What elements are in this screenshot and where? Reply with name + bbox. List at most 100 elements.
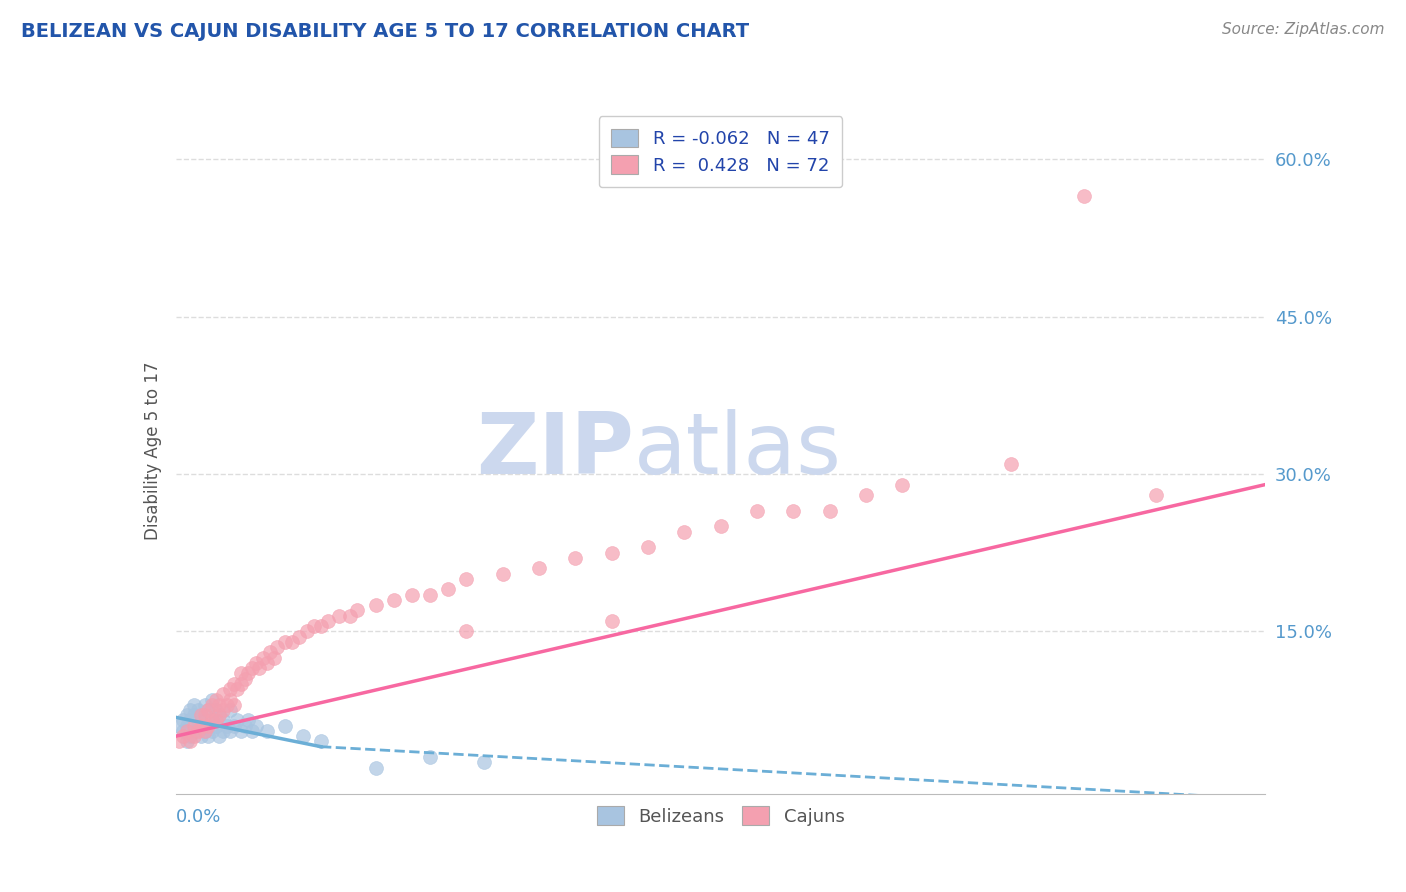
Point <box>891 477 914 491</box>
Point <box>600 546 623 560</box>
Point <box>281 635 304 649</box>
Point <box>183 708 205 723</box>
Point <box>219 723 242 738</box>
Point <box>226 714 249 728</box>
Legend: Belizeans, Cajuns: Belizeans, Cajuns <box>589 799 852 833</box>
Point <box>256 723 278 738</box>
Point <box>226 681 249 696</box>
Point <box>231 677 253 691</box>
Point <box>274 635 297 649</box>
Point <box>186 719 209 733</box>
Point <box>176 734 198 748</box>
Point <box>710 519 733 533</box>
Point <box>183 729 205 743</box>
Point <box>240 661 263 675</box>
Point <box>782 504 804 518</box>
Point <box>745 504 768 518</box>
Point <box>222 698 245 712</box>
Text: BELIZEAN VS CAJUN DISABILITY AGE 5 TO 17 CORRELATION CHART: BELIZEAN VS CAJUN DISABILITY AGE 5 TO 17… <box>21 22 749 41</box>
Point <box>194 708 217 723</box>
Point <box>419 588 441 602</box>
Point <box>179 729 201 743</box>
Point <box>259 645 281 659</box>
Point <box>204 703 226 717</box>
Point <box>527 561 550 575</box>
Point <box>219 681 242 696</box>
Point <box>186 703 209 717</box>
Point <box>190 719 212 733</box>
Point <box>247 661 270 675</box>
Point <box>194 723 217 738</box>
Point <box>318 614 340 628</box>
Point <box>231 723 253 738</box>
Point <box>197 703 219 717</box>
Point <box>855 488 877 502</box>
Point <box>204 714 226 728</box>
Point <box>401 588 423 602</box>
Point <box>172 723 194 738</box>
Point <box>364 761 387 775</box>
Point <box>197 703 219 717</box>
Point <box>176 719 198 733</box>
Point <box>263 650 285 665</box>
Point <box>222 719 245 733</box>
Point <box>456 624 478 639</box>
Point <box>176 708 198 723</box>
Point <box>1073 189 1095 203</box>
Point <box>201 692 224 706</box>
Point <box>673 524 696 539</box>
Point <box>474 756 496 770</box>
Point <box>219 692 242 706</box>
Point <box>179 734 201 748</box>
Point <box>212 714 235 728</box>
Text: 0.0%: 0.0% <box>176 807 221 826</box>
Point <box>339 608 361 623</box>
Point <box>186 723 209 738</box>
Y-axis label: Disability Age 5 to 17: Disability Age 5 to 17 <box>143 361 162 540</box>
Point <box>215 719 238 733</box>
Point <box>183 723 205 738</box>
Point <box>169 734 191 748</box>
Point <box>437 582 460 597</box>
Point <box>212 703 235 717</box>
Point <box>212 687 235 701</box>
Point <box>208 708 231 723</box>
Point <box>328 608 350 623</box>
Point <box>1146 488 1168 502</box>
Point <box>204 692 226 706</box>
Point <box>197 729 219 743</box>
Point <box>183 698 205 712</box>
Point <box>172 729 194 743</box>
Point <box>190 708 212 723</box>
Point <box>194 698 217 712</box>
Text: ZIP: ZIP <box>475 409 633 492</box>
Point <box>194 723 217 738</box>
Point <box>238 666 260 681</box>
Point <box>208 698 231 712</box>
Point <box>295 624 318 639</box>
Point <box>492 566 515 581</box>
Point <box>201 698 224 712</box>
Point <box>172 714 194 728</box>
Point <box>233 719 256 733</box>
Point <box>266 640 288 654</box>
Point <box>274 719 297 733</box>
Point <box>240 723 263 738</box>
Point <box>176 723 198 738</box>
Point <box>245 656 267 670</box>
Point <box>346 603 368 617</box>
Point <box>252 650 274 665</box>
Point <box>208 708 231 723</box>
Point <box>382 593 405 607</box>
Point <box>233 672 256 686</box>
Point <box>231 666 253 681</box>
Point <box>309 734 332 748</box>
Point <box>215 698 238 712</box>
Point <box>183 719 205 733</box>
Point <box>600 614 623 628</box>
Point <box>419 750 441 764</box>
Point <box>364 598 387 612</box>
Point <box>212 723 235 738</box>
Point <box>204 719 226 733</box>
Point <box>197 719 219 733</box>
